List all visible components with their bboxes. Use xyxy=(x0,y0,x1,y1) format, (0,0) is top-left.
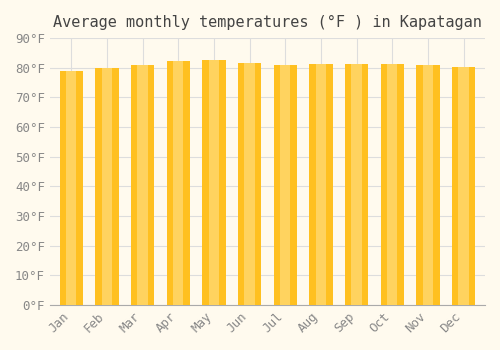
Bar xyxy=(60,71,83,305)
Bar xyxy=(380,64,404,305)
Bar xyxy=(387,64,398,305)
Bar xyxy=(416,65,440,305)
Bar xyxy=(96,68,118,305)
Bar xyxy=(138,65,148,305)
Bar xyxy=(452,67,475,305)
Bar xyxy=(166,61,190,305)
Bar xyxy=(422,65,433,305)
Bar xyxy=(274,65,297,305)
Bar xyxy=(316,64,326,305)
Bar xyxy=(202,60,226,305)
Bar xyxy=(345,64,368,305)
Title: Average monthly temperatures (°F ) in Kapatagan: Average monthly temperatures (°F ) in Ka… xyxy=(53,15,482,30)
Bar xyxy=(173,61,184,305)
Bar xyxy=(352,64,362,305)
Bar xyxy=(310,64,332,305)
Bar xyxy=(66,71,76,305)
Bar xyxy=(280,65,290,305)
Bar xyxy=(238,63,261,305)
Bar xyxy=(208,60,219,305)
Bar xyxy=(102,68,112,305)
Bar xyxy=(458,67,469,305)
Bar xyxy=(244,63,255,305)
Bar xyxy=(131,65,154,305)
